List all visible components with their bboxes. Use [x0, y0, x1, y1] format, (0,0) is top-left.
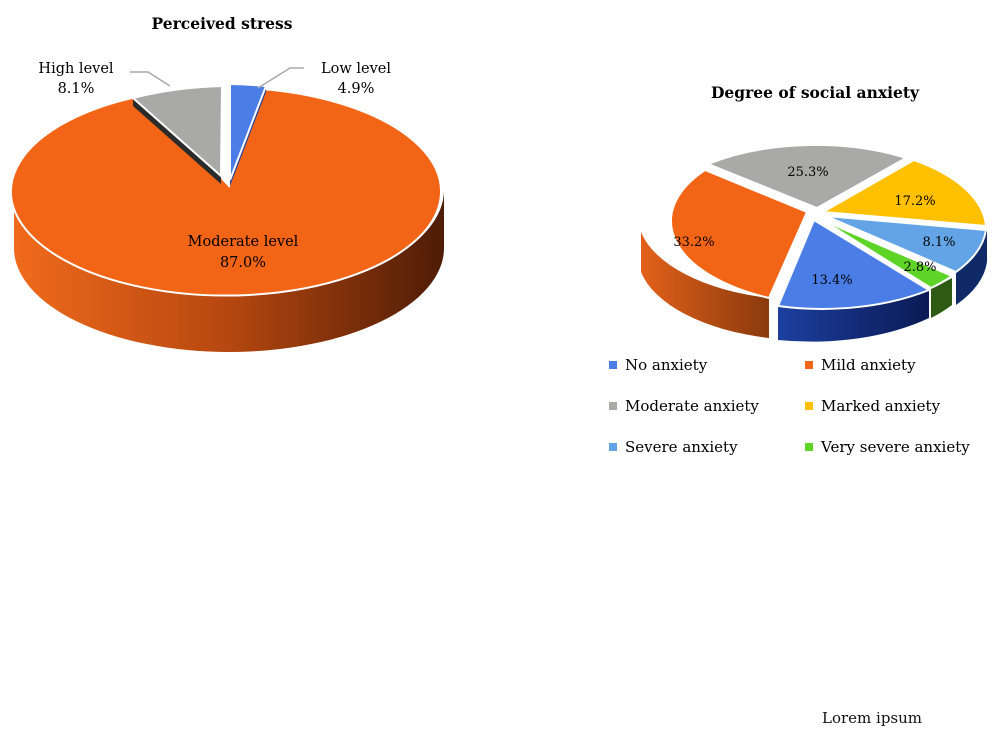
label-low-level: Low level — [321, 61, 391, 77]
legend-swatch-severe-anxiety — [609, 443, 617, 451]
slice-side-mild-anxiety — [641, 232, 769, 338]
leader-line-low-level — [257, 67, 304, 89]
value-very-severe-anxiety: 2.8% — [903, 260, 936, 275]
legend: No anxiety Mild anxiety Moderate anxiety… — [609, 356, 970, 456]
legend-swatch-no-anxiety — [609, 361, 617, 369]
legend-label-marked-anxiety: Marked anxiety — [821, 397, 941, 415]
slice-high-level — [130, 84, 224, 179]
legend-label-moderate-anxiety: Moderate anxiety — [625, 397, 759, 415]
value-no-anxiety: 13.4% — [811, 273, 852, 288]
legend-item-no-anxiety: No anxiety — [609, 356, 708, 374]
legend-label-mild-anxiety: Mild anxiety — [821, 356, 916, 374]
value-moderate-anxiety: 25.3% — [787, 165, 828, 180]
social-anxiety-pie: Degree of social anxiety 25.3% 17.2% 33.… — [609, 83, 988, 456]
value-severe-anxiety: 8.1% — [922, 235, 955, 250]
slice-side-high-level — [133, 98, 221, 184]
label-moderate-level: Moderate level — [188, 234, 299, 250]
legend-swatch-very-severe-anxiety — [805, 443, 813, 451]
legend-swatch-mild-anxiety — [805, 361, 813, 369]
legend-swatch-moderate-anxiety — [609, 402, 617, 410]
slice-moderate-anxiety — [705, 143, 909, 210]
legend-swatch-marked-anxiety — [805, 402, 813, 410]
slice-marked-anxiety — [819, 158, 988, 228]
legend-label-severe-anxiety: Severe anxiety — [625, 438, 738, 456]
slice-mild-anxiety — [670, 168, 809, 300]
legend-item-moderate-anxiety: Moderate anxiety — [609, 397, 759, 415]
label-high-level: High level — [38, 61, 114, 77]
leader-line-high-level — [130, 71, 171, 87]
slice-low-level — [229, 82, 268, 181]
slice-side-moderate-level — [14, 190, 444, 352]
slice-moderate-level — [10, 87, 442, 297]
slice-very-severe-anxiety — [821, 219, 955, 290]
value-moderate-level: 87.0% — [220, 255, 266, 271]
legend-label-very-severe-anxiety: Very severe anxiety — [820, 438, 970, 456]
perceived-stress-pie: Perceived stress High level 8.1% Low lev… — [10, 14, 444, 352]
value-marked-anxiety: 17.2% — [894, 194, 935, 209]
legend-item-marked-anxiety: Marked anxiety — [805, 397, 941, 415]
value-high-level: 8.1% — [58, 81, 95, 97]
slice-severe-anxiety — [825, 215, 988, 274]
legend-item-very-severe-anxiety: Very severe anxiety — [805, 438, 970, 456]
slice-no-anxiety — [776, 218, 932, 310]
slice-side-very-severe-anxiety — [931, 278, 952, 318]
social-anxiety-title: Degree of social anxiety — [711, 83, 920, 102]
slice-side-no-anxiety — [778, 290, 929, 342]
value-low-level: 4.9% — [338, 81, 375, 97]
legend-label-no-anxiety: No anxiety — [625, 356, 708, 374]
legend-item-mild-anxiety: Mild anxiety — [805, 356, 916, 374]
perceived-stress-title: Perceived stress — [152, 14, 293, 33]
slice-side-severe-anxiety — [956, 228, 987, 305]
footer-text: Lorem ipsum — [822, 709, 923, 727]
legend-item-severe-anxiety: Severe anxiety — [609, 438, 738, 456]
value-mild-anxiety: 33.2% — [673, 235, 714, 250]
